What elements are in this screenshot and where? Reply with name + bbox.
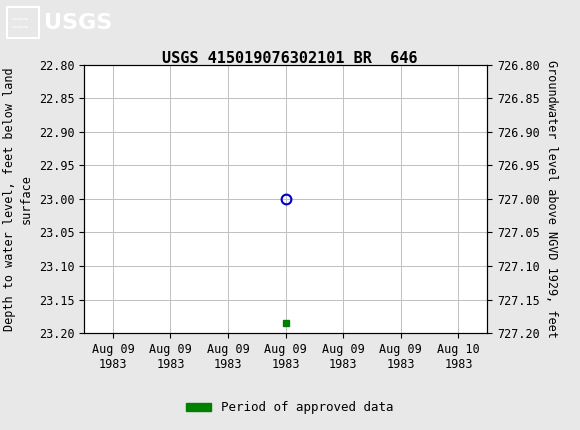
Y-axis label: Depth to water level, feet below land
surface: Depth to water level, feet below land su… — [3, 67, 33, 331]
Text: ~~~: ~~~ — [12, 23, 29, 33]
Bar — [7, 7, 39, 38]
Text: USGS 415019076302101 BR  646: USGS 415019076302101 BR 646 — [162, 51, 418, 65]
Text: ~~~: ~~~ — [12, 15, 29, 25]
Legend: Period of approved data: Period of approved data — [181, 396, 399, 419]
Text: USGS: USGS — [44, 12, 112, 33]
Y-axis label: Groundwater level above NGVD 1929, feet: Groundwater level above NGVD 1929, feet — [545, 60, 558, 338]
